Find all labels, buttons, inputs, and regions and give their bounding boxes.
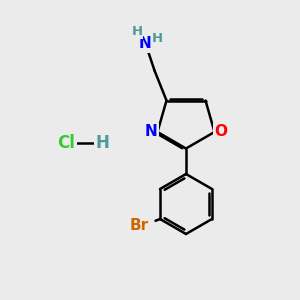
- Text: H: H: [96, 134, 110, 152]
- Text: H: H: [131, 25, 143, 38]
- Text: N: N: [139, 36, 152, 51]
- Text: H: H: [152, 32, 163, 45]
- Text: N: N: [145, 124, 157, 140]
- Text: Cl: Cl: [57, 134, 75, 152]
- Text: Br: Br: [130, 218, 149, 232]
- Text: O: O: [214, 124, 228, 140]
